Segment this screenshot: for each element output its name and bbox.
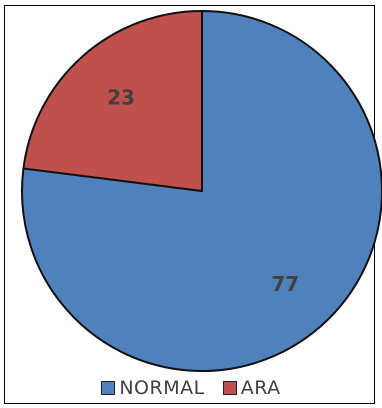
data-label-ara: 23 bbox=[107, 86, 135, 110]
legend-label-ara: ARA bbox=[240, 377, 281, 399]
pie-slice-ara bbox=[22, 10, 203, 192]
pie-slice-normal bbox=[21, 10, 382, 372]
legend: NORMAL ARA bbox=[0, 375, 382, 401]
legend-swatch-ara bbox=[222, 381, 237, 395]
legend-item-ara: ARA bbox=[222, 377, 281, 399]
pie-slices bbox=[21, 10, 382, 372]
legend-swatch-normal bbox=[101, 381, 116, 395]
pie-data-labels: 77 23 bbox=[107, 86, 299, 296]
legend-label-normal: NORMAL bbox=[119, 377, 205, 399]
data-label-normal: 77 bbox=[271, 272, 299, 296]
legend-item-normal: NORMAL bbox=[101, 377, 204, 399]
